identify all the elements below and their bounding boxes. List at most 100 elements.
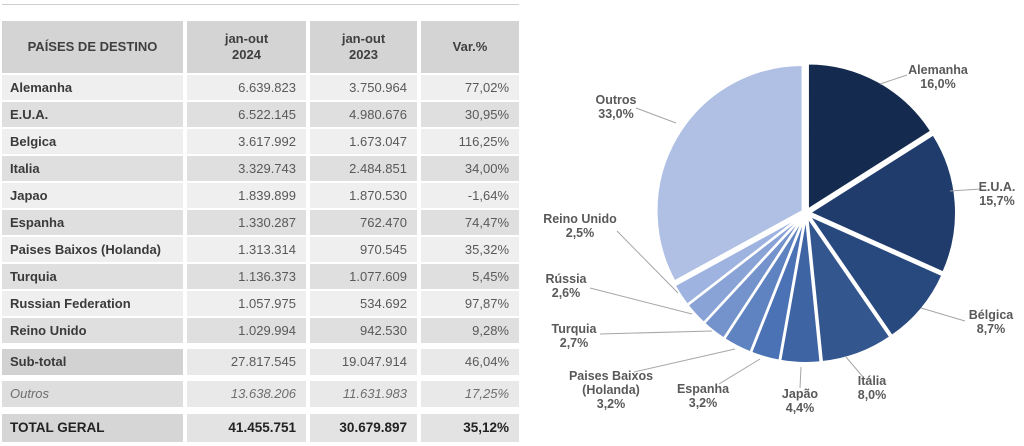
leader-line-eua	[949, 188, 982, 192]
country-cell: Reino Unido	[2, 318, 183, 343]
pie-slice-outros	[655, 63, 804, 283]
value-2024-cell: 1.057.975	[187, 291, 306, 316]
table-row: Espanha 1.330.287 762.470 74,47%	[2, 210, 519, 235]
value-2024-cell: 1.330.287	[187, 210, 306, 235]
leader-line-belgica	[920, 307, 966, 322]
value-2024-cell: 3.329.743	[187, 156, 306, 181]
country-cell: Russian Federation	[2, 291, 183, 316]
leader-line-outros	[635, 107, 677, 124]
var-pct-cell: 77,02%	[421, 75, 519, 100]
table-row: Russian Federation 1.057.975 534.692 97,…	[2, 291, 519, 316]
leader-line-reino-unido	[616, 230, 679, 294]
header-var-pct: Var.%	[421, 21, 519, 73]
grand-total-2024-value: 41.455.751	[187, 414, 306, 442]
table-row: E.U.A. 6.522.145 4.980.676 30,95%	[2, 102, 519, 127]
table-row: Reino Unido 1.029.994 942.530 9,28%	[2, 318, 519, 343]
value-2024-cell: 3.617.992	[187, 129, 306, 154]
country-cell: Turquia	[2, 264, 183, 289]
value-2023-cell: 2.484.851	[310, 156, 417, 181]
subtotal-var-value: 46,04%	[421, 349, 519, 375]
value-2024-cell: 1.839.899	[187, 183, 306, 208]
country-cell: Alemanha	[2, 75, 183, 100]
leader-line-paises-baixos	[633, 348, 736, 373]
outros-label: Outros	[2, 381, 183, 407]
pie-label-eua: E.U.A. 15,7%	[979, 180, 1016, 208]
grand-total-2023-value: 30.679.897	[310, 414, 417, 442]
var-pct-cell: 35,32%	[421, 237, 519, 262]
subtotal-2024-value: 27.817.545	[187, 349, 306, 375]
var-pct-cell: 116,25%	[421, 129, 519, 154]
grand-total-row: TOTAL GERAL 41.455.751 30.679.897 35,12%	[2, 414, 519, 442]
var-pct-cell: 9,28%	[421, 318, 519, 343]
outros-2023-value: 11.631.983	[310, 381, 417, 407]
destination-table: PAÍSES DE DESTINO jan-out 2024 jan-out 2…	[2, 4, 519, 444]
pie-label-reino-unido: Reino Unido 2,5%	[543, 212, 617, 240]
table-row: Italia 3.329.743 2.484.851 34,00%	[2, 156, 519, 181]
country-cell: Italia	[2, 156, 183, 181]
value-2023-cell: 1.077.609	[310, 264, 417, 289]
table-row: Belgica 3.617.992 1.673.047 116,25%	[2, 129, 519, 154]
pie-label-espanha: Espanha 3,2%	[677, 382, 730, 410]
value-2024-cell: 6.522.145	[187, 102, 306, 127]
outros-row: Outros 13.638.206 11.631.983 17,25%	[2, 381, 519, 407]
var-pct-cell: 97,87%	[421, 291, 519, 316]
table-row: Turquia 1.136.373 1.077.609 5,45%	[2, 264, 519, 289]
value-2023-cell: 970.545	[310, 237, 417, 262]
value-2024-cell: 1.029.994	[187, 318, 306, 343]
value-2023-cell: 1.673.047	[310, 129, 417, 154]
pie-label-belgica: Bélgica 8,7%	[969, 308, 1015, 336]
pie-label-alemanha: Alemanha 16,0%	[908, 63, 969, 91]
var-pct-cell: 30,95%	[421, 102, 519, 127]
leader-line-japao	[799, 366, 802, 389]
pie-slice-belgica	[808, 214, 944, 337]
value-2024-cell: 1.136.373	[187, 264, 306, 289]
outros-2024-value: 13.638.206	[187, 381, 306, 407]
header-jan-out-2024: jan-out 2024	[187, 21, 306, 73]
var-pct-cell: 5,45%	[421, 264, 519, 289]
value-2023-cell: 534.692	[310, 291, 417, 316]
leader-line-italia	[845, 356, 864, 378]
value-2023-cell: 4.980.676	[310, 102, 417, 127]
pie-label-paises-baixos: Paises Baixos (Holanda) 3,2%	[569, 369, 653, 411]
outros-var-value: 17,25%	[421, 381, 519, 407]
pie-slice-alemanha	[806, 62, 933, 211]
country-cell: E.U.A.	[2, 102, 183, 127]
value-2024-cell: 6.639.823	[187, 75, 306, 100]
pie-label-italia: Itália 8,0%	[858, 374, 888, 402]
country-cell: Espanha	[2, 210, 183, 235]
leader-line-alemanha	[879, 74, 908, 85]
header-paises-de-destino: PAÍSES DE DESTINO	[2, 21, 183, 73]
value-2023-cell: 942.530	[310, 318, 417, 343]
subtotal-2023-value: 19.047.914	[310, 349, 417, 375]
table-row: Paises Baixos (Holanda) 1.313.314 970.54…	[2, 237, 519, 262]
value-2023-cell: 1.870.530	[310, 183, 417, 208]
pie-label-turquia: Turquia 2,7%	[552, 322, 598, 350]
pie-slice-italia	[806, 215, 892, 364]
leader-line-russia	[589, 287, 693, 315]
table-row: Alemanha 6.639.823 3.750.964 77,02%	[2, 75, 519, 100]
pie-slice-reino-unido	[673, 214, 804, 306]
var-pct-cell: -1,64%	[421, 183, 519, 208]
leader-line-turquia	[599, 330, 713, 335]
subtotal-label: Sub-total	[2, 349, 183, 375]
pie-chart: Alemanha 16,0% E.U.A. 15,7% Bélgica 8,7% Itáli…	[543, 62, 1016, 415]
pie-label-japao: Japão 4,4%	[782, 387, 818, 415]
value-2023-cell: 3.750.964	[310, 75, 417, 100]
var-pct-cell: 74,47%	[421, 210, 519, 235]
country-cell: Belgica	[2, 129, 183, 154]
pie-slice-eua	[808, 133, 957, 274]
pie-label-outros: Outros 33,0%	[596, 93, 637, 121]
subtotal-row: Sub-total 27.817.545 19.047.914 46,04%	[2, 349, 519, 375]
value-2023-cell: 762.470	[310, 210, 417, 235]
grand-total-var-value: 35,12%	[421, 414, 519, 442]
table-header-row: PAÍSES DE DESTINO jan-out 2024 jan-out 2…	[2, 21, 519, 73]
var-pct-cell: 34,00%	[421, 156, 519, 181]
country-cell: Japao	[2, 183, 183, 208]
table-body: Alemanha 6.639.823 3.750.964 77,02% E.U.…	[2, 75, 519, 343]
header-jan-out-2023: jan-out 2023	[310, 21, 417, 73]
country-cell: Paises Baixos (Holanda)	[2, 237, 183, 262]
grand-total-label: TOTAL GERAL	[2, 414, 183, 442]
pie-label-russia: Rússia 2,6%	[546, 272, 588, 300]
value-2024-cell: 1.313.314	[187, 237, 306, 262]
leader-line-espanha	[718, 358, 761, 385]
